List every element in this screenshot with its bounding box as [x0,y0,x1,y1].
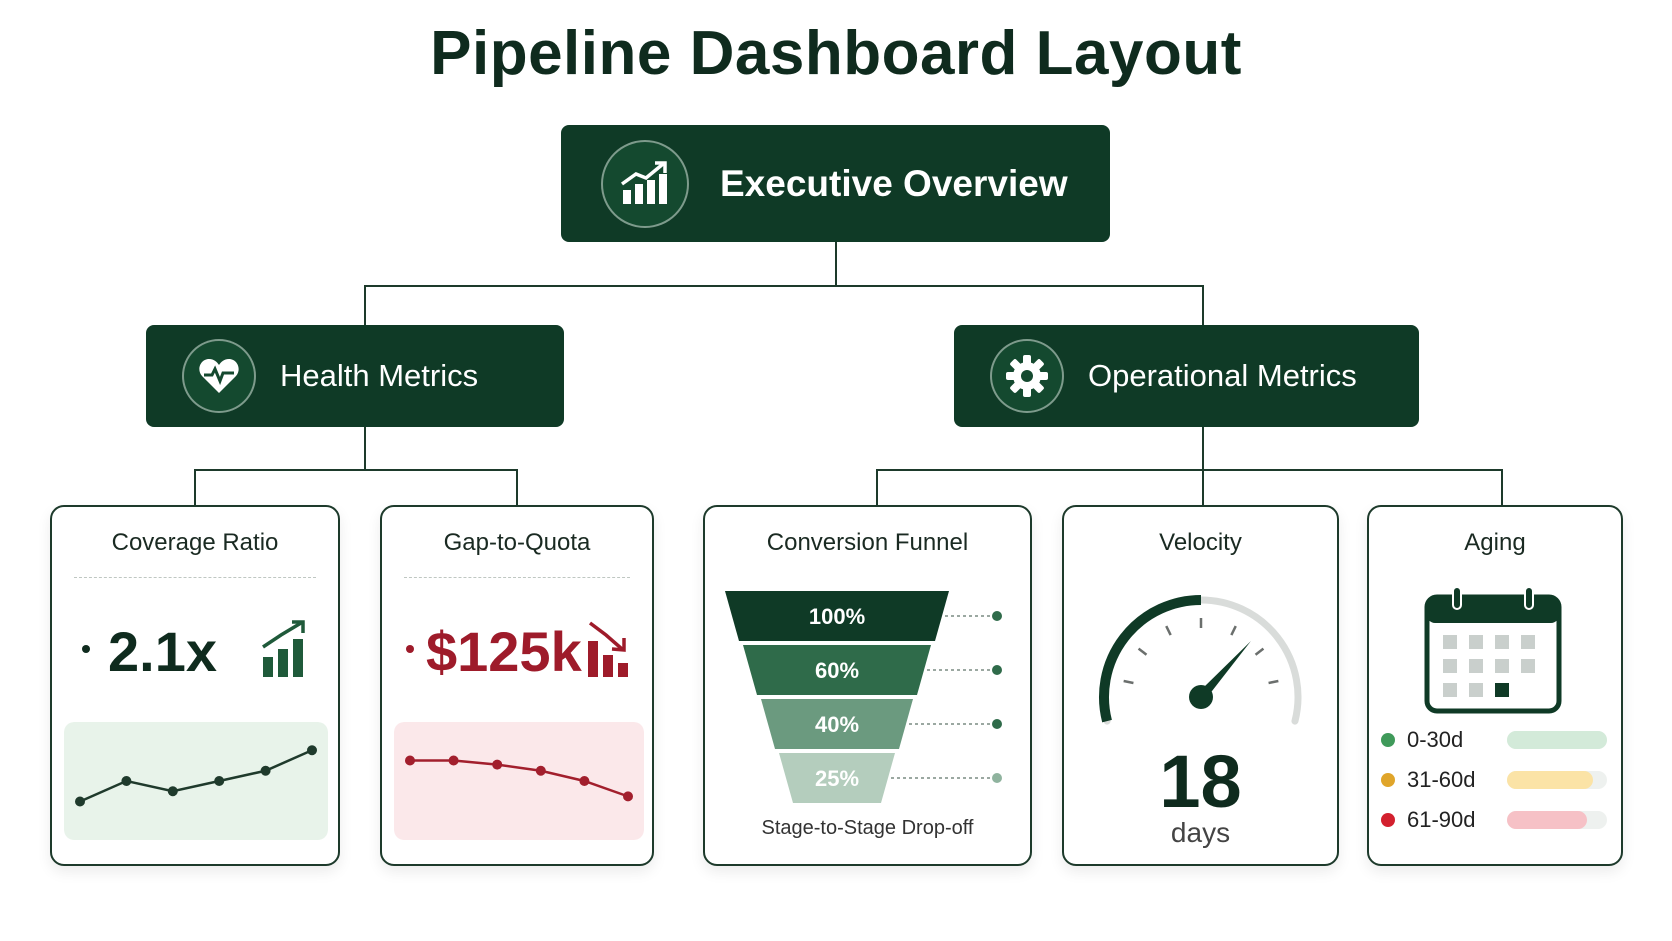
gauge-fill [1099,595,1202,723]
aging-bucket-row: 61-90d [1381,806,1611,834]
aging-bucket-track [1507,811,1607,829]
funnel-caption: Stage-to-Stage Drop-off [761,817,974,839]
card-title: Conversion Funnel [766,529,969,556]
gap-trend-chart [394,722,644,840]
funnel-stage-label: 25% [815,766,859,791]
trend-line [410,759,629,798]
gap-to-quota-card[interactable]: Gap-to-Quota $125k [380,505,654,866]
gauge-hub [1189,685,1213,709]
trend-point [579,776,590,786]
funnel-marker [992,773,1002,783]
aging-bucket-row: 0-30d [1381,726,1611,754]
growth-chart-icon [601,139,689,228]
health-metrics-node[interactable]: Health Metrics [146,325,564,427]
trend-background [394,722,644,840]
aging-bucket-label: 31-60d [1407,767,1476,792]
conversion-funnel-card[interactable]: Conversion Funnel 100% 60% 40% 25% Stage-to… [703,505,1032,866]
gauge-needle [1197,641,1251,701]
trend-point [75,796,85,807]
aging-bucket-dot [1381,773,1395,787]
aging-bucket-track [1507,771,1607,789]
velocity-card[interactable]: Velocity 18 days [1062,505,1339,866]
funnel-stage [743,645,931,695]
heart-pulse-icon [182,339,256,413]
aging-bucket-row: 31-60d [1381,766,1611,794]
gauge-tick [1254,647,1265,656]
trend-point [167,786,178,797]
funnel-stage-label: 100% [809,604,865,629]
operational-metrics-label: Operational Metrics [1088,358,1357,393]
gap-to-quota-value: $125k [426,620,582,683]
gauge-tick [1230,625,1237,636]
funnel-stage-label: 40% [815,712,859,737]
aging-card[interactable]: Aging 0-30d 31-60d 61-90d [1367,505,1623,866]
card-title: Gap-to-Quota [443,529,591,556]
gear-icon [990,339,1064,413]
funnel-stage [725,591,949,641]
velocity-value: 18 [1159,740,1242,823]
divider [404,577,630,578]
bullet-dot [406,645,414,653]
funnel-marker [992,665,1002,675]
gauge-tick [1165,625,1172,636]
executive-overview-node[interactable]: Executive Overview [561,125,1110,242]
coverage-ratio-value: 2.1x [108,620,217,683]
trend-line [79,749,313,803]
funnel-marker [992,719,1002,729]
bullet-dot [82,645,90,653]
gauge-tick [1268,679,1279,685]
card-title: Coverage Ratio [111,529,279,556]
aging-bucket-dot [1381,813,1395,827]
velocity-unit: days [1170,817,1231,848]
trend-point [260,765,271,776]
aging-bucket-bar [1507,771,1593,789]
bars-up-icon [262,620,305,677]
calendar-icon [1424,586,1562,714]
page-title: Pipeline Dashboard Layout [430,19,1242,88]
executive-overview-label: Executive Overview [720,162,1068,204]
funnel-stage [761,699,913,749]
aging-bucket-bar [1507,731,1607,749]
card-title: Aging [1464,529,1526,556]
trend-point [121,776,132,786]
funnel-stage-label: 60% [815,658,859,683]
aging-bucket-track [1507,731,1607,749]
connector-ops-children [876,469,1503,505]
operational-metrics-node[interactable]: Operational Metrics [954,325,1419,427]
trend-point [214,776,225,786]
funnel-marker [992,611,1002,621]
aging-bucket-label: 0-30d [1407,727,1464,752]
aging-bucket-bar [1507,811,1587,829]
trend-point [448,755,459,766]
card-title: Velocity [1159,529,1242,556]
conversion-funnel-chart: 100% 60% 40% 25% [725,591,1002,803]
health-metrics-label: Health Metrics [280,358,479,393]
connector-root-branches [364,285,1204,325]
gauge-tick [1137,647,1148,656]
velocity-gauge [1099,595,1302,725]
divider [74,577,316,578]
bars-down-icon [588,621,628,677]
trend-point [405,755,415,766]
funnel-stage [779,753,895,803]
aging-bucket-label: 61-90d [1407,807,1476,832]
trend-point [623,791,633,802]
trend-point [492,759,503,770]
trend-background [64,722,328,840]
aging-bucket-dot [1381,733,1395,747]
trend-point [535,765,546,776]
trend-point [307,745,317,756]
connector-health-children [194,469,518,505]
coverage-ratio-card[interactable]: Coverage Ratio 2.1x [50,505,340,866]
gauge-tick [1123,679,1134,685]
coverage-trend-chart [64,722,328,840]
